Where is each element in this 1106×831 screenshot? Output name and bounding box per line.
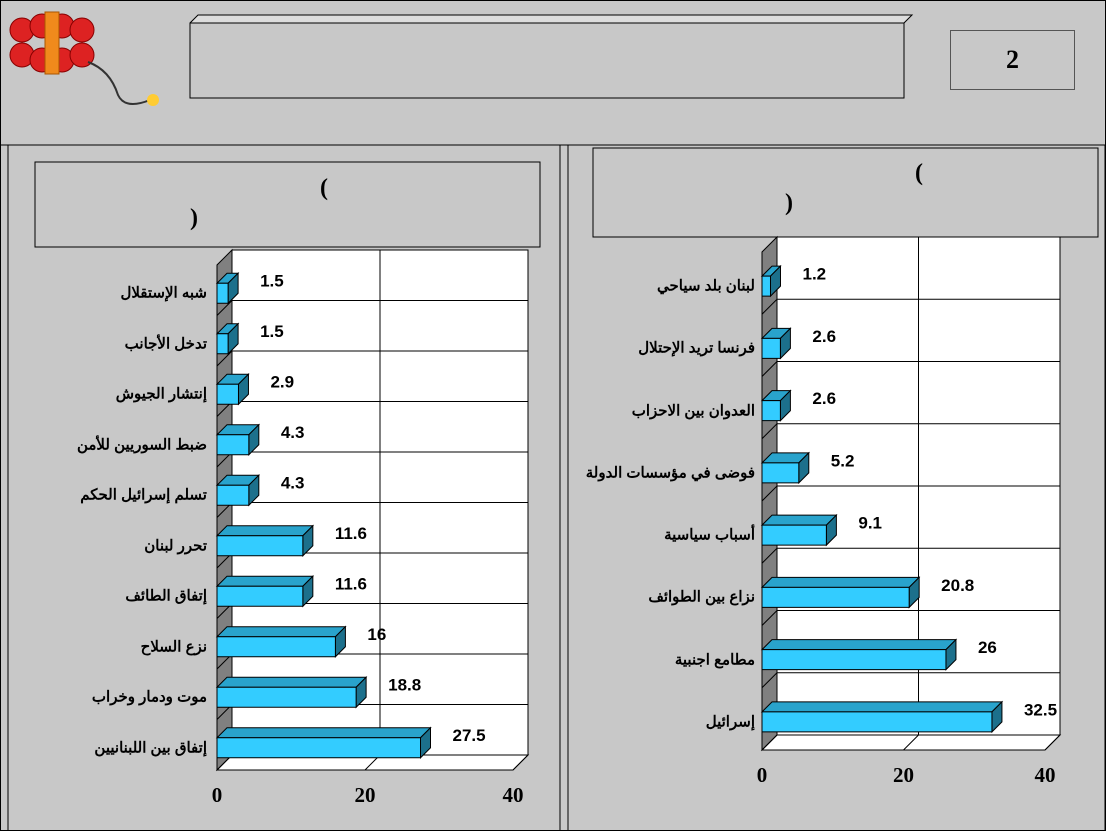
bar — [761, 400, 781, 422]
category-label: لبنان بلد سياحي — [657, 277, 755, 295]
bar-top — [215, 525, 315, 537]
category-label: إسرائيل — [705, 713, 755, 731]
bar — [761, 462, 800, 484]
chart-title-box — [592, 147, 1099, 238]
slide-number: 2 — [950, 30, 1075, 90]
data-label: 18.8 — [388, 676, 421, 695]
chart-title: ) — [190, 205, 198, 231]
data-label: 26 — [978, 638, 997, 657]
bar — [761, 649, 947, 671]
bar-top — [760, 514, 838, 526]
category-label: فرنسا تريد الإحتلال — [638, 339, 755, 357]
category-label: ضبط السوريين للأمن — [76, 436, 207, 454]
data-label: 20.8 — [941, 576, 974, 595]
data-label: 11.6 — [335, 575, 367, 594]
category-label: إتفاق الطائف — [125, 587, 207, 605]
data-label: 2.6 — [812, 389, 836, 408]
grid-line — [1044, 237, 1061, 751]
bar — [216, 686, 357, 708]
bar-top — [760, 639, 958, 651]
bar — [216, 737, 421, 759]
bar — [761, 337, 781, 359]
chart-title: ( — [320, 175, 328, 201]
category-label: موت ودمار وخراب — [91, 688, 207, 706]
bar — [216, 383, 239, 405]
category-label: تحرر لبنان — [144, 537, 207, 555]
x-tick-label: 20 — [893, 763, 914, 787]
data-label: 4.3 — [281, 423, 305, 442]
data-label: 1.5 — [260, 322, 284, 341]
category-label: تسلم إسرائيل الحكم — [80, 486, 207, 504]
bar-top — [760, 576, 921, 588]
bar-top — [215, 575, 315, 587]
chart-title: ( — [915, 160, 923, 186]
category-label: إنتشار الجيوش — [115, 385, 207, 403]
data-label: 2.9 — [270, 373, 294, 392]
x-tick-label: 40 — [1035, 763, 1056, 787]
bar-top — [215, 727, 432, 739]
category-label: نزع السلاح — [140, 638, 207, 656]
category-label: شبه الإستقلال — [120, 284, 207, 302]
bar — [216, 282, 229, 304]
data-label: 5.2 — [831, 451, 855, 470]
category-label: أسباب سياسية — [664, 526, 755, 544]
data-label: 1.5 — [260, 272, 284, 291]
left-panel — [7, 144, 561, 831]
x-tick-label: 0 — [212, 783, 223, 807]
grid-line — [903, 237, 919, 751]
data-label: 9.1 — [858, 514, 882, 533]
data-label: 32.5 — [1024, 700, 1057, 719]
right-panel — [567, 144, 1106, 831]
grid-line — [512, 250, 529, 771]
bar-top — [215, 626, 347, 638]
bar — [216, 434, 250, 456]
chart-title-box — [34, 161, 541, 248]
bar — [761, 586, 910, 608]
x-tick-label: 20 — [355, 783, 376, 807]
data-label: 27.5 — [453, 726, 486, 745]
data-label: 2.6 — [812, 327, 836, 346]
category-label: إتفاق بين اللبنانيين — [94, 739, 207, 757]
x-tick-label: 0 — [757, 763, 768, 787]
bar-top — [215, 676, 368, 688]
category-label: تدخل الأجانب — [124, 335, 207, 353]
bar — [761, 524, 827, 546]
bar — [761, 275, 771, 297]
bar — [216, 484, 250, 506]
x-tick-label: 40 — [503, 783, 524, 807]
data-label: 1.2 — [802, 265, 826, 284]
bar — [761, 711, 993, 733]
chart-title: ) — [785, 190, 793, 216]
data-label: 4.3 — [281, 474, 305, 493]
bar — [216, 333, 229, 355]
category-label: العدوان بين الاحزاب — [631, 402, 755, 420]
dynamite-icon — [9, 11, 159, 106]
bar — [216, 535, 304, 557]
header-box — [189, 22, 905, 99]
bar — [216, 636, 336, 658]
category-label: فوضى في مؤسسات الدولة — [585, 464, 755, 482]
category-label: نزاع بين الطوائف — [648, 588, 755, 606]
bar-top — [760, 701, 1004, 713]
bar — [216, 585, 304, 607]
category-label: مطامع اجنبية — [674, 651, 755, 669]
data-label: 11.6 — [335, 524, 367, 543]
data-label: 16 — [367, 625, 386, 644]
